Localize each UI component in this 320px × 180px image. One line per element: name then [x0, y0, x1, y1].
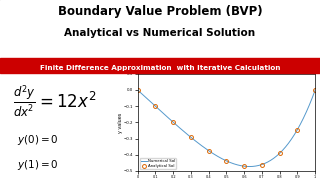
Legend: Numerical Sol, Analytical Sol: Numerical Sol, Analytical Sol: [140, 158, 176, 169]
Text: $y(0) = 0$: $y(0) = 0$: [17, 133, 58, 147]
Analytical Sol: [296, 129, 300, 131]
Numerical Sol: [241, 165, 245, 167]
Analytical Sol: [313, 89, 317, 91]
Line: Analytical Sol: Analytical Sol: [136, 88, 317, 168]
Numerical Sol: [136, 89, 140, 92]
Text: Boundary Value Problem (BVP): Boundary Value Problem (BVP): [58, 4, 262, 17]
Analytical Sol: [171, 121, 175, 123]
Analytical Sol: [136, 89, 140, 91]
Analytical Sol: [242, 165, 246, 167]
Text: Finite Difference Approximation  with Iterative Calculation: Finite Difference Approximation with Ite…: [40, 65, 280, 71]
Numerical Sol: [241, 165, 245, 167]
Numerical Sol: [297, 125, 301, 127]
Text: $y(1) = 0$: $y(1) = 0$: [17, 158, 58, 172]
Numerical Sol: [244, 165, 248, 168]
Title: Iteration at k = 200: Iteration at k = 200: [202, 68, 251, 73]
Analytical Sol: [154, 105, 157, 107]
Text: $\frac{d^2y}{dx^2} = 12x^2$: $\frac{d^2y}{dx^2} = 12x^2$: [13, 83, 96, 119]
Analytical Sol: [207, 150, 211, 152]
Numerical Sol: [313, 89, 317, 91]
Y-axis label: y values: y values: [117, 112, 123, 132]
Numerical Sol: [247, 165, 251, 168]
Analytical Sol: [225, 160, 228, 162]
Numerical Sol: [136, 89, 140, 91]
Numerical Sol: [286, 143, 290, 145]
Text: Analytical vs Numerical Solution: Analytical vs Numerical Solution: [64, 28, 256, 38]
Analytical Sol: [278, 152, 282, 154]
Analytical Sol: [189, 136, 193, 138]
Line: Numerical Sol: Numerical Sol: [138, 90, 315, 166]
Analytical Sol: [260, 163, 264, 166]
